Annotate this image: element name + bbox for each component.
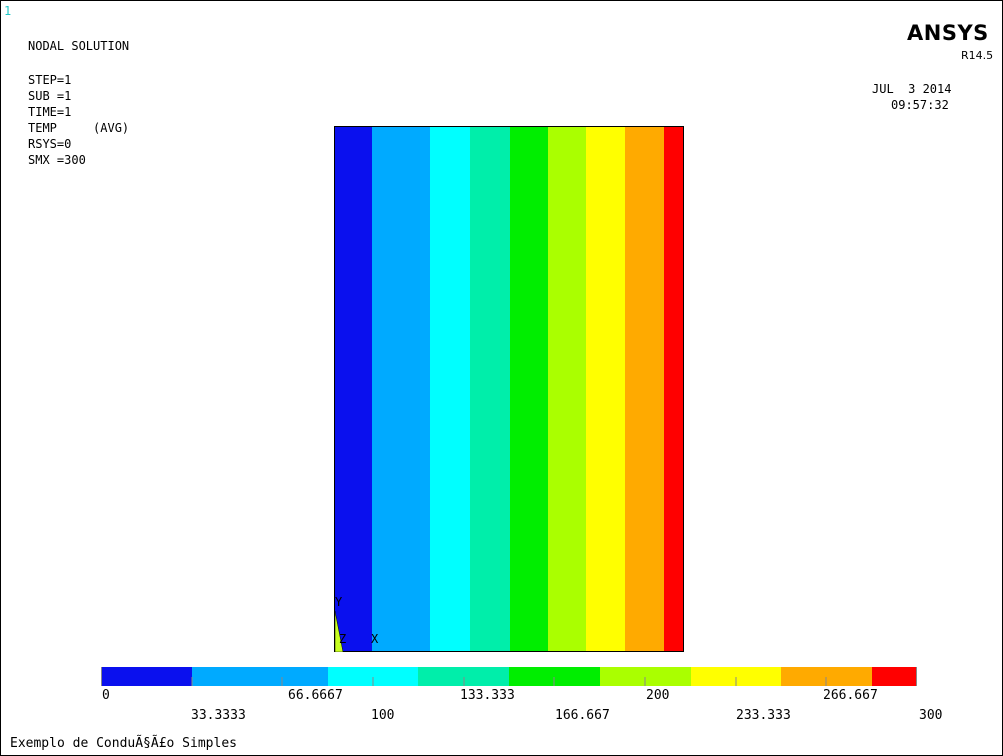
contour-band-6 — [548, 126, 586, 652]
legend-label-0: 0 — [102, 688, 110, 703]
legend-swatch-2 — [192, 667, 328, 686]
contour-band-4 — [470, 126, 510, 652]
contour-band-3 — [430, 126, 470, 652]
mx-marker-label: MX — [683, 634, 684, 648]
temp-text: TEMP (AVG) — [28, 121, 129, 135]
contour-plot: Y Z X MX — [334, 126, 684, 652]
legend-label-100: 100 — [371, 708, 394, 723]
legend-label-133: 133.333 — [460, 688, 515, 703]
result-title: NODAL SOLUTION — [28, 39, 129, 53]
triad-z-label: Z — [339, 632, 346, 646]
contour-band-1 — [334, 126, 372, 652]
legend-label-266: 266.667 — [823, 688, 878, 703]
date-text: JUL 3 2014 — [872, 82, 951, 96]
contour-band-5 — [510, 126, 548, 652]
rsys-text: RSYS=0 — [28, 137, 71, 151]
clock-text: 09:57:32 — [891, 98, 949, 112]
legend-label-233: 233.333 — [736, 708, 791, 723]
contour-band-7 — [586, 126, 625, 652]
version-text: R14.5 — [961, 49, 993, 62]
legend-label-66: 66.6667 — [288, 688, 343, 703]
legend-label-300: 300 — [919, 708, 942, 723]
triad-y-label: Y — [335, 595, 343, 609]
legend-label-166: 166.667 — [555, 708, 610, 723]
legend-swatch-9 — [872, 667, 917, 686]
contour-band-2 — [372, 126, 430, 652]
legend-swatch-1 — [101, 667, 192, 686]
ansys-logo: ANSYS — [907, 21, 989, 45]
contour-band-9 — [664, 126, 684, 652]
substep-text: SUB =1 — [28, 89, 71, 103]
legend-label-200: 200 — [646, 688, 669, 703]
legend-label-33: 33.3333 — [191, 708, 246, 723]
step-text: STEP=1 — [28, 73, 71, 87]
time-value-text: TIME=1 — [28, 105, 71, 119]
window-number: 1 — [4, 4, 11, 18]
smx-text: SMX =300 — [28, 153, 86, 167]
model-title: Exemplo de ConduÃ§Ã£o Simples — [10, 736, 237, 751]
triad-x-label: X — [371, 632, 379, 646]
contour-legend-bar — [101, 667, 917, 686]
contour-band-8 — [625, 126, 664, 652]
